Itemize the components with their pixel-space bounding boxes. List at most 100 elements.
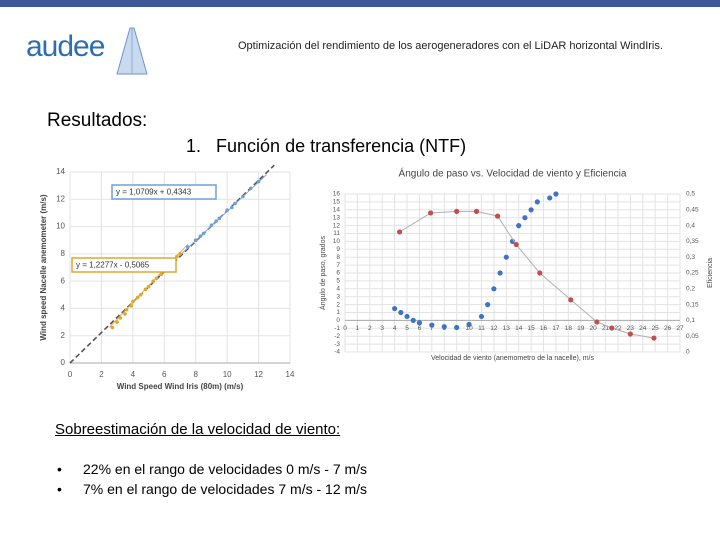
y-tick-label: 4 bbox=[336, 286, 340, 293]
data-point bbox=[466, 321, 472, 327]
data-point bbox=[159, 272, 163, 277]
x-tick-label: 22 bbox=[614, 325, 622, 332]
data-point bbox=[478, 313, 485, 320]
y2-tick-label: 0,15 bbox=[686, 301, 699, 308]
subsection-text: Función de transferencia (NTF) bbox=[216, 136, 467, 156]
data-point bbox=[129, 303, 134, 308]
x-tick-label: 5 bbox=[405, 325, 409, 332]
data-point bbox=[198, 234, 203, 238]
x-tick-label: 19 bbox=[577, 325, 585, 332]
series-line bbox=[399, 210, 655, 339]
y2-tick-label: 0,45 bbox=[686, 207, 699, 214]
data-point bbox=[485, 302, 491, 308]
y-tick-label: -1 bbox=[334, 325, 340, 332]
data-point bbox=[398, 309, 404, 316]
x-tick-label: 13 bbox=[503, 325, 511, 332]
x-tick-label: 3 bbox=[380, 325, 384, 332]
note-bullet: 7% en el rango de velocidades 7 m/s - 12… bbox=[55, 479, 367, 499]
data-point bbox=[146, 284, 151, 289]
data-point bbox=[410, 317, 416, 323]
note-bullet: 22% en el rango de velocidades 0 m/s - 7… bbox=[55, 459, 367, 479]
x-tick-label: 4 bbox=[131, 370, 136, 379]
header-title: Optimización del rendimiento de los aero… bbox=[238, 40, 663, 52]
x-tick-label: 2 bbox=[368, 325, 372, 332]
data-point bbox=[441, 324, 447, 330]
y-tick-label: 12 bbox=[56, 194, 65, 203]
y-tick-label: 12 bbox=[333, 222, 341, 229]
annotation-box bbox=[111, 184, 217, 200]
x-tick-label: 11 bbox=[478, 325, 485, 332]
data-point bbox=[151, 279, 156, 283]
y2-tick-label: 0,3 bbox=[686, 254, 695, 261]
y-tick-label: 8 bbox=[61, 249, 66, 258]
y-axis-label: Wind speed Nacelle anemometer (m/s) bbox=[39, 194, 48, 341]
y-tick-label: -3 bbox=[334, 341, 340, 348]
x-tick-label: 2 bbox=[99, 370, 104, 379]
annotation: y = 1,2277x - 0,5065 bbox=[76, 261, 150, 270]
subsection-number: 1. bbox=[186, 136, 202, 156]
notes-heading: Sobreestimación de la velocidad de vient… bbox=[55, 421, 341, 438]
y-tick-label: 1 bbox=[336, 309, 340, 316]
annotation: y = 1,0709x + 0,4343 bbox=[116, 188, 192, 197]
x-tick-label: 15 bbox=[527, 325, 535, 332]
x-tick-label: 10 bbox=[223, 370, 232, 379]
data-point bbox=[627, 331, 633, 337]
y-tick-label: 13 bbox=[333, 214, 341, 221]
data-point bbox=[123, 312, 127, 316]
data-point bbox=[186, 245, 190, 249]
data-point bbox=[241, 194, 245, 199]
y-tick-label: 16 bbox=[333, 191, 341, 198]
data-point bbox=[248, 186, 253, 191]
y-tick-label: 7 bbox=[336, 262, 340, 269]
y-tick-label: 0 bbox=[336, 317, 340, 324]
x-tick-label: 26 bbox=[664, 325, 672, 332]
data-point bbox=[225, 208, 229, 212]
annotation-box bbox=[71, 257, 177, 273]
y2-axis-label: Eficiencia bbox=[707, 258, 714, 288]
data-point bbox=[522, 215, 528, 221]
data-point bbox=[416, 320, 423, 326]
data-point bbox=[135, 295, 140, 300]
y-tick-label: 14 bbox=[56, 167, 65, 176]
data-point bbox=[230, 205, 234, 210]
data-point bbox=[143, 287, 148, 292]
data-point bbox=[256, 179, 261, 184]
data-point bbox=[154, 276, 159, 281]
data-point bbox=[131, 299, 135, 304]
chart-title: Ángulo de paso vs. Velocidad de viento y… bbox=[399, 167, 627, 180]
y-tick-label: 8 bbox=[336, 254, 340, 261]
x-tick-label: 8 bbox=[193, 370, 198, 379]
x-tick-label: 6 bbox=[162, 370, 167, 379]
data-point bbox=[233, 201, 237, 206]
y-tick-label: 2 bbox=[336, 301, 340, 308]
data-point bbox=[534, 199, 540, 205]
data-point bbox=[392, 305, 398, 312]
y-tick-label: -2 bbox=[334, 333, 340, 340]
x-tick-label: 12 bbox=[254, 370, 263, 379]
data-point bbox=[193, 238, 198, 243]
x-tick-label: 1 bbox=[356, 325, 360, 332]
data-point bbox=[110, 325, 115, 330]
y-tick-label: 10 bbox=[56, 222, 65, 231]
data-point bbox=[547, 195, 553, 201]
y-tick-label: 15 bbox=[333, 199, 341, 206]
data-point bbox=[553, 191, 559, 197]
x-tick-label: 17 bbox=[552, 325, 560, 332]
data-point bbox=[138, 292, 143, 297]
x-tick-label: 14 bbox=[515, 325, 523, 332]
y-tick-label: 0 bbox=[61, 358, 66, 367]
data-point bbox=[115, 320, 119, 324]
data-point bbox=[428, 210, 434, 216]
y-tick-label: 2 bbox=[61, 331, 66, 340]
data-point bbox=[404, 313, 410, 320]
data-point bbox=[429, 322, 435, 328]
x-tick-label: 0 bbox=[68, 370, 73, 379]
x-tick-label: 0 bbox=[343, 325, 347, 332]
data-point bbox=[513, 241, 519, 248]
logo: audee bbox=[26, 30, 105, 63]
data-point bbox=[537, 270, 543, 276]
data-point bbox=[454, 208, 460, 214]
y-tick-label: -4 bbox=[334, 349, 340, 356]
